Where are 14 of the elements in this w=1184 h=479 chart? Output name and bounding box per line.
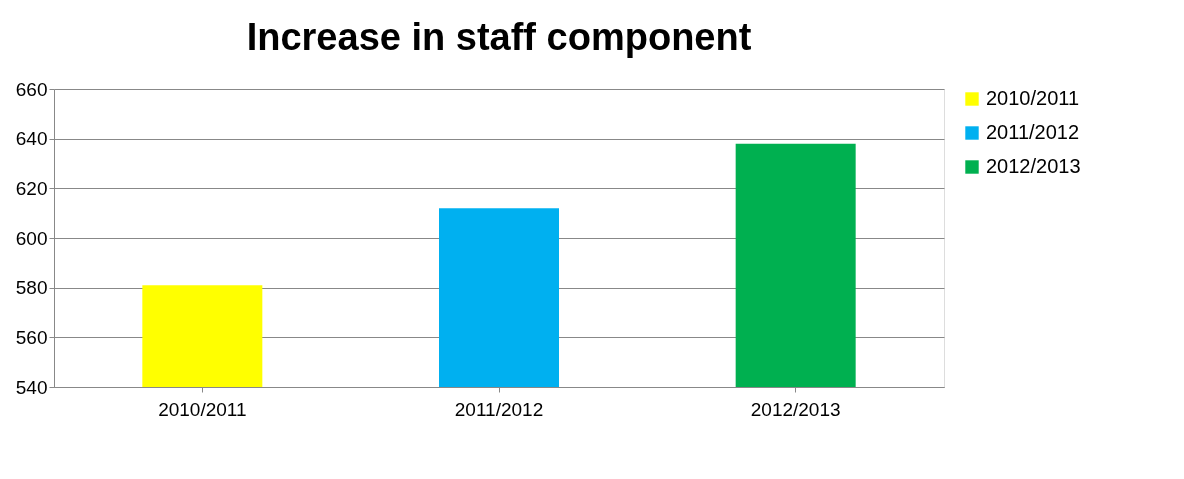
y-tick-label: 540: [15, 376, 48, 398]
legend-label: 2010/2011: [986, 87, 1080, 109]
x-tick-label: 2011/2012: [454, 398, 544, 420]
legend-label: 2011/2012: [986, 121, 1080, 143]
x-tick-label: 2010/2011: [158, 398, 247, 420]
y-tick-label: 580: [15, 277, 48, 299]
legend-label: 2012/2013: [986, 155, 1081, 177]
chart-title: Increase in staff component: [246, 16, 752, 58]
y-tick-label: 640: [15, 128, 48, 150]
y-tick-label: 660: [15, 78, 48, 100]
y-tick-label: 560: [15, 326, 48, 348]
y-tick-label: 620: [15, 177, 48, 199]
y-tick-label: 600: [15, 227, 48, 249]
x-tick-label: 2012/2013: [750, 398, 841, 420]
